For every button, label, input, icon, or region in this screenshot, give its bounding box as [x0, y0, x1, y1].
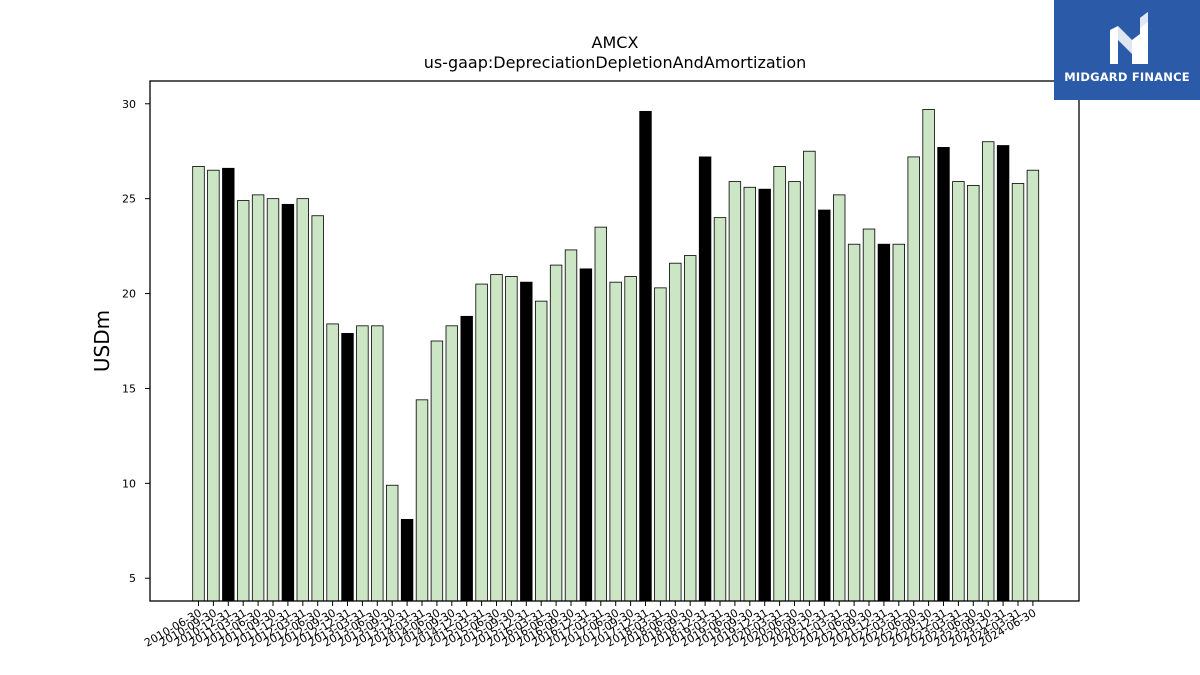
bar-2018-06-30	[669, 262, 682, 602]
bar-2020-06-30	[788, 181, 801, 602]
bar-2014-09-30	[445, 325, 459, 602]
bar-2024-06-30	[1026, 169, 1040, 602]
bar-2017-06-30	[609, 281, 622, 602]
bar-2013-09-30	[385, 484, 399, 602]
bar-2012-09-30	[326, 323, 339, 602]
y-tick-label: 20	[122, 288, 136, 301]
bar-2012-06-30	[311, 215, 324, 602]
bar-2022-06-30	[907, 156, 920, 602]
midgard-logo-icon	[1110, 12, 1148, 64]
x-axis-ticks: 2010-06-302010-09-302010-12-312011-03-31…	[142, 601, 1038, 650]
bar-2023-09-30	[982, 141, 995, 602]
bar-2016-09-30	[564, 249, 578, 602]
bar-2021-09-30	[862, 228, 876, 602]
bar-2017-03-31	[594, 226, 608, 602]
bar-2021-03-31	[833, 194, 846, 602]
bar-2023-06-30	[967, 184, 980, 602]
bar-series	[192, 109, 1040, 602]
bar-2015-09-30	[505, 276, 518, 602]
bar-2011-12-31	[281, 203, 295, 602]
bar-2011-09-30	[266, 198, 280, 602]
y-tick-label: 30	[122, 98, 136, 111]
bar-2013-12-31	[400, 518, 414, 602]
bar-2019-09-30	[743, 186, 757, 602]
bar-2014-12-31	[460, 315, 473, 602]
bar-2023-03-31	[952, 181, 965, 602]
y-tick-label: 10	[122, 477, 136, 490]
bar-2010-06-30	[192, 165, 205, 602]
bar-2022-03-31	[892, 243, 906, 602]
bar-2013-03-31	[356, 325, 369, 602]
bar-2022-09-30	[922, 109, 935, 602]
bar-2012-12-31	[341, 333, 354, 602]
bar-2022-12-31	[937, 147, 950, 602]
bar-2020-12-31	[818, 209, 831, 602]
bar-2010-12-31	[222, 167, 235, 602]
bar-2018-09-30	[684, 255, 697, 602]
bar-2017-12-31	[639, 110, 652, 602]
bar-2013-06-30	[371, 325, 384, 602]
plot-frame	[149, 80, 1080, 602]
bar-2018-03-31	[654, 287, 667, 602]
brand-logo: MIDGARD FINANCE	[1054, 0, 1200, 100]
bar-2023-12-31	[996, 145, 1010, 602]
y-tick-label: 5	[129, 572, 136, 585]
bar-2017-09-30	[624, 276, 637, 602]
bar-2016-12-31	[579, 268, 593, 602]
bar-2019-12-31	[758, 188, 771, 602]
bar-2016-03-31	[535, 300, 548, 602]
bar-2020-03-31	[773, 165, 786, 602]
y-tick-label: 15	[122, 382, 136, 395]
bar-2012-03-31	[296, 198, 310, 602]
bar-2015-12-31	[520, 281, 533, 602]
chart-subtitle: us-gaap:DepreciationDepletionAndAmortiza…	[424, 53, 807, 72]
bar-2020-09-30	[803, 150, 816, 602]
y-axis-ticks: 5 10 15 20 25 30	[122, 98, 150, 585]
bar-2018-12-31	[698, 156, 712, 602]
brand-name: MIDGARD FINANCE	[1064, 70, 1190, 84]
chart-title: AMCX	[592, 33, 639, 52]
bar-2021-12-31	[877, 243, 891, 602]
bar-2021-06-30	[847, 243, 861, 602]
bar-2019-03-31	[713, 217, 727, 602]
bar-2016-06-30	[549, 264, 563, 602]
y-axis-label: USDm	[90, 310, 114, 372]
bar-2015-06-30	[490, 274, 503, 602]
bar-2015-03-31	[475, 283, 488, 602]
bar-2019-06-30	[728, 181, 742, 602]
bar-2024-03-31	[1011, 183, 1025, 602]
bar-2011-06-30	[251, 194, 265, 602]
bar-2014-06-30	[430, 340, 444, 602]
bar-2014-03-31	[415, 399, 429, 602]
bar-2010-09-30	[207, 169, 220, 602]
bar-2011-03-31	[236, 200, 250, 602]
y-tick-label: 25	[122, 193, 136, 206]
